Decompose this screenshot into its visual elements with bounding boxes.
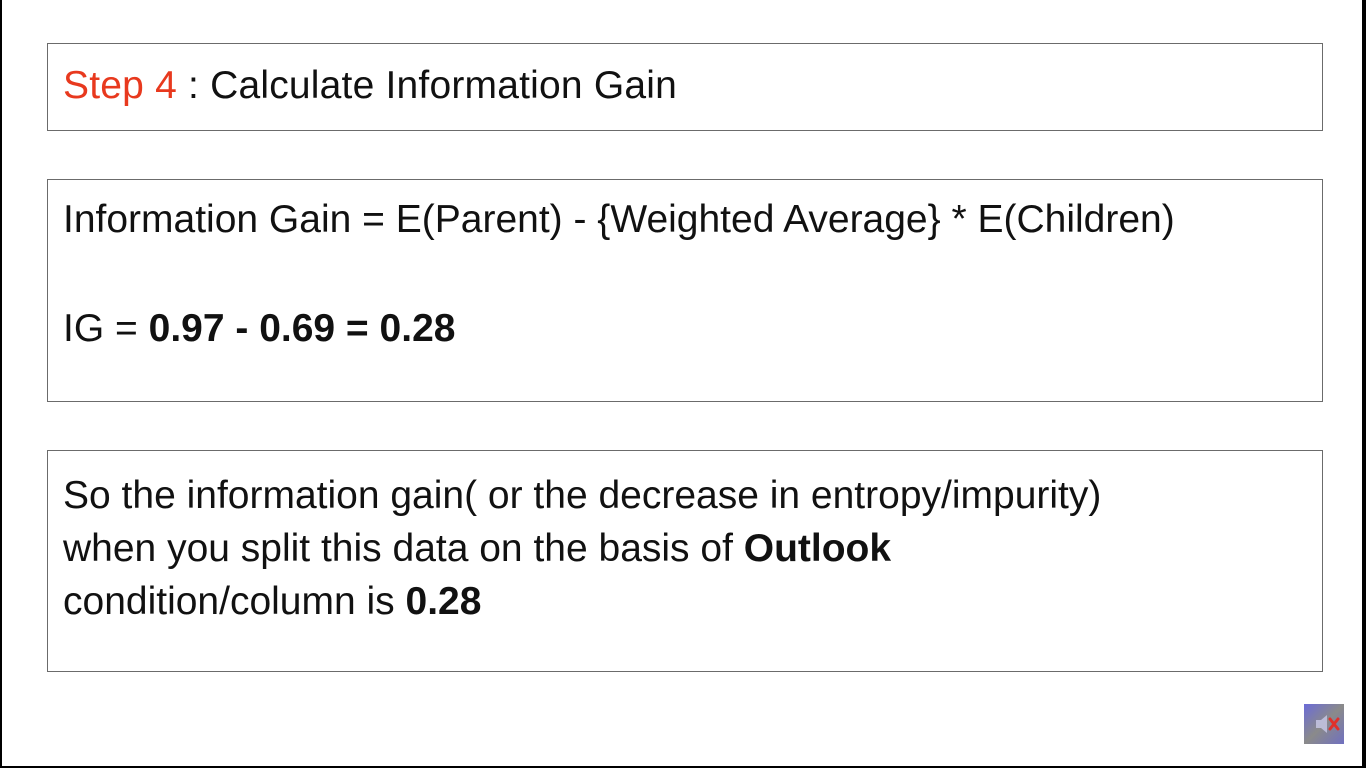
title-box: Step 4 : Calculate Information Gain — [47, 43, 1323, 131]
conclusion-box: So the information gain( or the decrease… — [47, 450, 1323, 672]
conclusion-line-2: when you split this data on the basis of… — [63, 522, 1303, 575]
title-text: Calculate Information Gain — [210, 64, 678, 107]
formula-box: Information Gain = E(Parent) - {Weighted… — [47, 179, 1323, 402]
title-separator: : — [176, 64, 211, 107]
conclusion-line-1: So the information gain( or the decrease… — [63, 474, 1102, 517]
ig-value: 0.97 - 0.69 = 0.28 — [148, 307, 456, 350]
outlook-term: Outlook — [743, 527, 892, 570]
conclusion-line-3: condition/column is 0.28 — [63, 575, 1303, 628]
ig-prefix: IG = — [63, 307, 149, 350]
ig-result-value: 0.28 — [405, 580, 482, 623]
conclusion-line-3-text: condition/column is — [63, 580, 406, 623]
conclusion-text: So the information gain( or the decrease… — [63, 469, 1303, 628]
conclusion-line-2-text: when you split this data on the basis of — [63, 527, 744, 570]
slide-title: Step 4 : Calculate Information Gain — [63, 64, 677, 108]
step-label: Step 4 — [63, 64, 177, 107]
ig-calculation: IG = 0.97 - 0.69 = 0.28 — [63, 307, 455, 351]
formula-text: Information Gain = E(Parent) - {Weighted… — [63, 198, 1175, 241]
speaker-muted-icon[interactable] — [1304, 704, 1344, 744]
